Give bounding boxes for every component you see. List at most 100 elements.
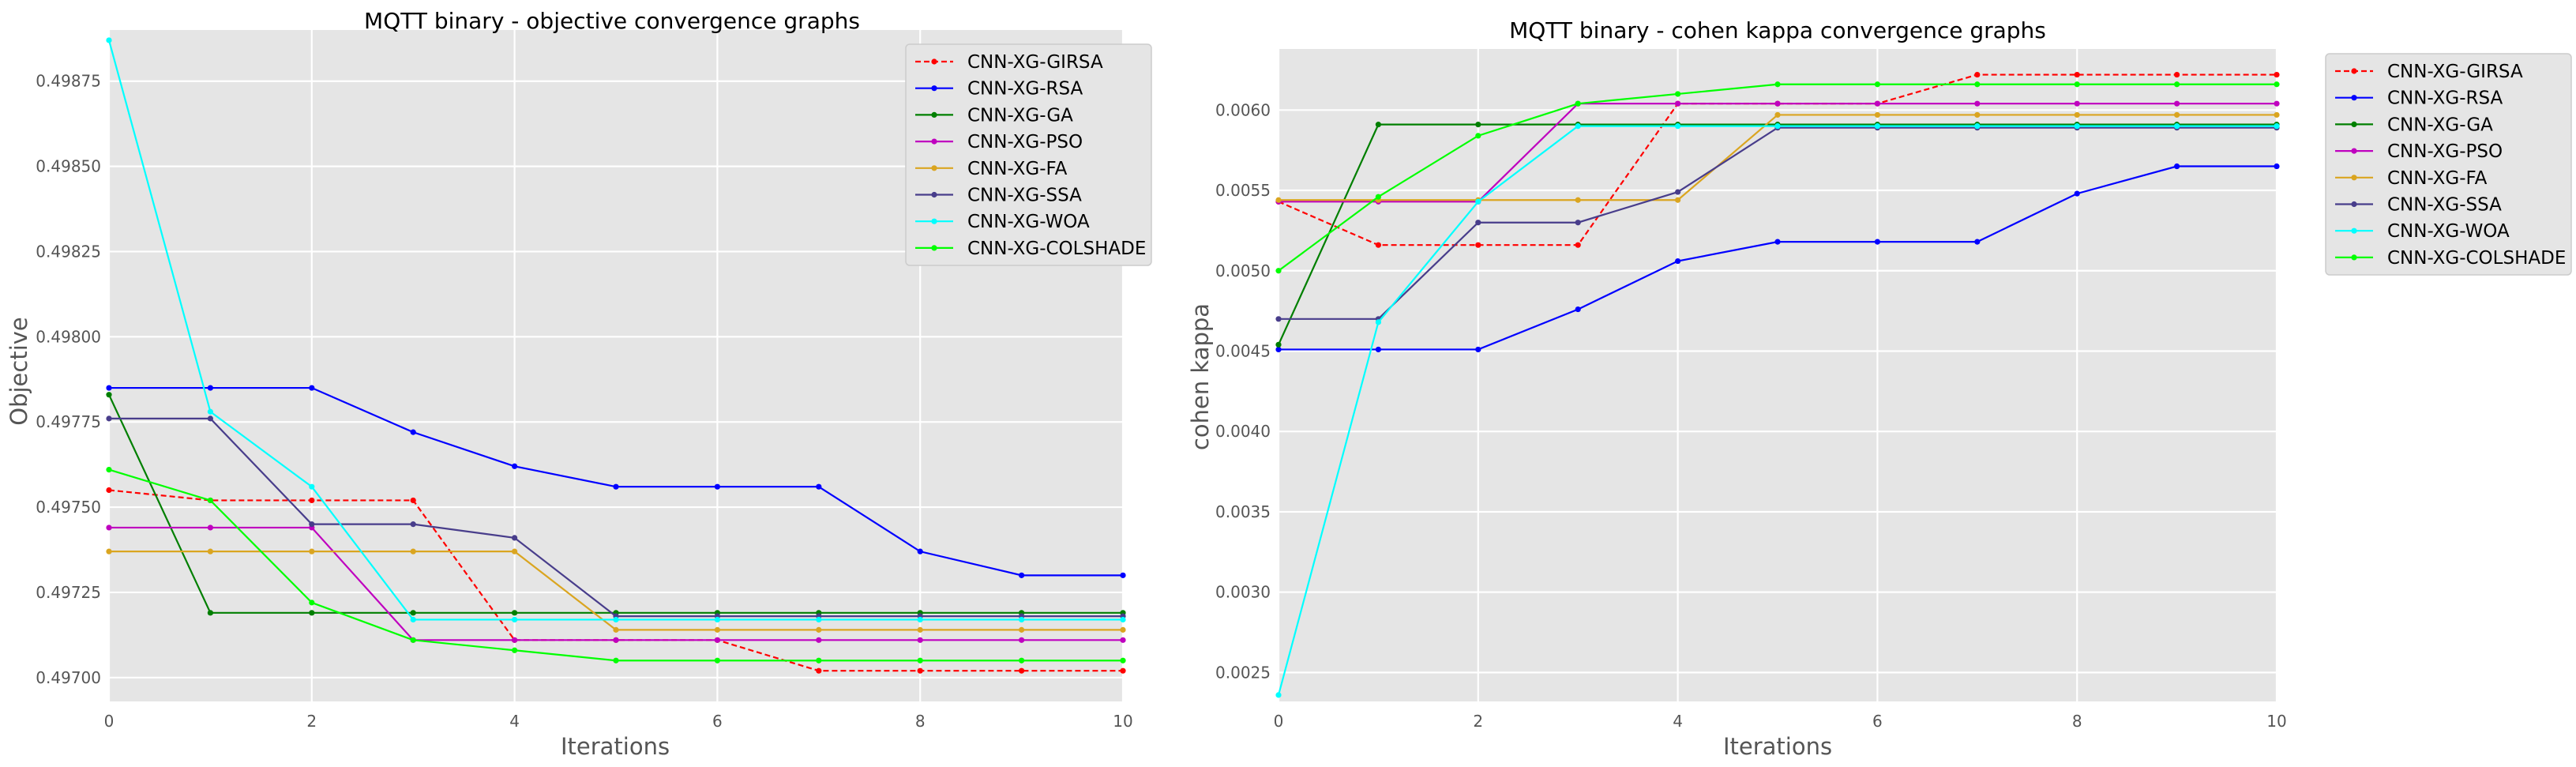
data-point-cnn-xg-pso [613, 637, 619, 643]
data-point-cnn-xg-fa [1275, 197, 1282, 203]
legend-entry-cnn-xg-rsa: CNN-XG-RSA [915, 79, 1083, 100]
data-point-cnn-xg-girsa [2274, 71, 2280, 78]
objective-x-axis-label: Iterations [561, 733, 670, 760]
data-point-cnn-xg-girsa [1375, 242, 1381, 248]
data-point-cnn-xg-woa [207, 408, 213, 415]
data-point-cnn-xg-rsa [2074, 190, 2080, 197]
data-point-cnn-xg-woa [1774, 123, 1781, 130]
legend-marker [2351, 254, 2357, 261]
data-point-cnn-xg-woa [2074, 123, 2080, 130]
legend-label: CNN-XG-WOA [967, 212, 1090, 232]
data-point-cnn-xg-ga [1375, 122, 1381, 128]
data-point-cnn-xg-ga [309, 610, 315, 616]
legend-marker [2351, 121, 2357, 127]
data-point-cnn-xg-fa [816, 626, 822, 633]
data-point-cnn-xg-colshade [309, 600, 315, 606]
legend-marker [931, 111, 937, 118]
data-point-cnn-xg-girsa [1120, 667, 1126, 674]
data-point-cnn-xg-fa [613, 626, 619, 633]
data-point-cnn-xg-colshade [1874, 81, 1880, 88]
data-point-cnn-xg-woa [1874, 123, 1880, 130]
data-point-cnn-xg-woa [1275, 692, 1282, 698]
legend-label: CNN-XG-COLSHADE [967, 239, 1146, 259]
legend-entry-cnn-xg-ga: CNN-XG-GA [915, 105, 1073, 126]
x-tick-label: 4 [1673, 712, 1683, 731]
data-point-cnn-xg-woa [917, 616, 923, 623]
legend-label: CNN-XG-GA [967, 105, 1073, 126]
legend-marker [2351, 148, 2357, 154]
data-point-cnn-xg-girsa [816, 667, 822, 674]
legend-label: CNN-XG-SSA [967, 186, 1082, 206]
data-point-cnn-xg-pso [1019, 637, 1025, 643]
y-tick-label: 0.0040 [1215, 422, 1271, 441]
x-tick-label: 10 [1113, 712, 1132, 731]
legend-marker [2351, 175, 2357, 181]
legend-entry-cnn-xg-woa: CNN-XG-WOA [2335, 221, 2510, 242]
x-tick-label: 10 [2266, 712, 2286, 731]
series-cnn-xg-fa [106, 548, 1126, 633]
data-point-cnn-xg-colshade [1275, 268, 1282, 274]
data-point-cnn-xg-ssa [1675, 189, 1681, 195]
data-point-cnn-xg-fa [2274, 111, 2280, 118]
x-tick-label: 2 [1473, 712, 1483, 731]
data-point-cnn-xg-woa [1575, 123, 1581, 130]
data-point-cnn-xg-rsa [410, 429, 416, 435]
data-point-cnn-xg-ssa [410, 521, 416, 528]
series-cnn-xg-woa [1275, 123, 2280, 698]
y-tick-label: 0.0030 [1215, 583, 1271, 602]
data-point-cnn-xg-rsa [2174, 163, 2180, 170]
legend-box [2325, 53, 2572, 276]
data-point-cnn-xg-ga [207, 610, 213, 616]
data-point-cnn-xg-girsa [106, 487, 112, 494]
data-point-cnn-xg-rsa [207, 385, 213, 391]
data-point-cnn-xg-pso [2174, 100, 2180, 107]
legend-entry-cnn-xg-ga: CNN-XG-GA [2335, 115, 2493, 135]
data-point-cnn-xg-colshade [106, 466, 112, 473]
kappa-legend: CNN-XG-GIRSA CNN-XG-RSA CNN-XG-GA CNN-XG-PS… [2325, 53, 2572, 276]
legend-entry-cnn-xg-woa: CNN-XG-WOA [915, 212, 1090, 232]
legend-entry-cnn-xg-fa: CNN-XG-FA [2335, 168, 2488, 189]
data-point-cnn-xg-ssa [106, 415, 112, 422]
data-point-cnn-xg-woa [1019, 616, 1025, 623]
data-point-cnn-xg-girsa [917, 667, 923, 674]
data-point-cnn-xg-girsa [309, 497, 315, 504]
data-point-cnn-xg-colshade [1675, 91, 1681, 97]
legend-entry-cnn-xg-pso: CNN-XG-PSO [915, 132, 1083, 152]
data-point-cnn-xg-colshade [1475, 133, 1481, 139]
data-point-cnn-xg-fa [1120, 626, 1126, 633]
legend-entry-cnn-xg-colshade: CNN-XG-COLSHADE [915, 239, 1146, 259]
data-point-cnn-xg-fa [917, 626, 923, 633]
data-point-cnn-xg-pso [1120, 637, 1126, 643]
x-tick-label: 0 [104, 712, 115, 731]
objective-series-group [106, 37, 1126, 674]
objective-chart: 0 2 4 6 8 10 0.49700 0.49725 0.49750 0.49775 0.498… [6, 8, 1152, 760]
kappa-series-group [1275, 71, 2280, 698]
legend-label: CNN-XG-FA [967, 159, 1068, 179]
data-point-cnn-xg-colshade [1375, 194, 1381, 200]
data-point-cnn-xg-pso [207, 524, 213, 531]
data-point-cnn-xg-girsa [2174, 71, 2180, 78]
data-point-cnn-xg-woa [2274, 123, 2280, 130]
legend-marker [931, 191, 937, 198]
data-point-cnn-xg-fa [410, 548, 416, 555]
legend-marker [2351, 201, 2357, 208]
objective-tick-labels: 0 2 4 6 8 10 0.49700 0.49725 0.49750 0.49775 0.498… [36, 72, 1132, 731]
data-point-cnn-xg-woa [1675, 123, 1681, 130]
series-cnn-xg-woa [106, 37, 1126, 623]
data-point-cnn-xg-colshade [1120, 657, 1126, 664]
objective-chart-title: MQTT binary - objective convergence grap… [364, 8, 860, 34]
y-tick-label: 0.49700 [36, 668, 101, 687]
data-point-cnn-xg-pso [1874, 100, 1880, 107]
data-point-cnn-xg-rsa [512, 463, 518, 469]
kappa-chart-title: MQTT binary - cohen kappa convergence gr… [1509, 17, 2046, 43]
data-point-cnn-xg-woa [512, 616, 518, 623]
y-tick-label: 0.49875 [36, 72, 101, 91]
data-point-cnn-xg-pso [917, 637, 923, 643]
legend-label: CNN-XG-FA [2387, 168, 2488, 189]
legend-entry-cnn-xg-ssa: CNN-XG-SSA [2335, 195, 2502, 216]
data-point-cnn-xg-rsa [1774, 239, 1781, 245]
legend-entry-cnn-xg-girsa: CNN-XG-GIRSA [2335, 62, 2523, 82]
data-point-cnn-xg-pso [2074, 100, 2080, 107]
data-point-cnn-xg-pso [714, 637, 721, 643]
data-point-cnn-xg-fa [2174, 111, 2180, 118]
